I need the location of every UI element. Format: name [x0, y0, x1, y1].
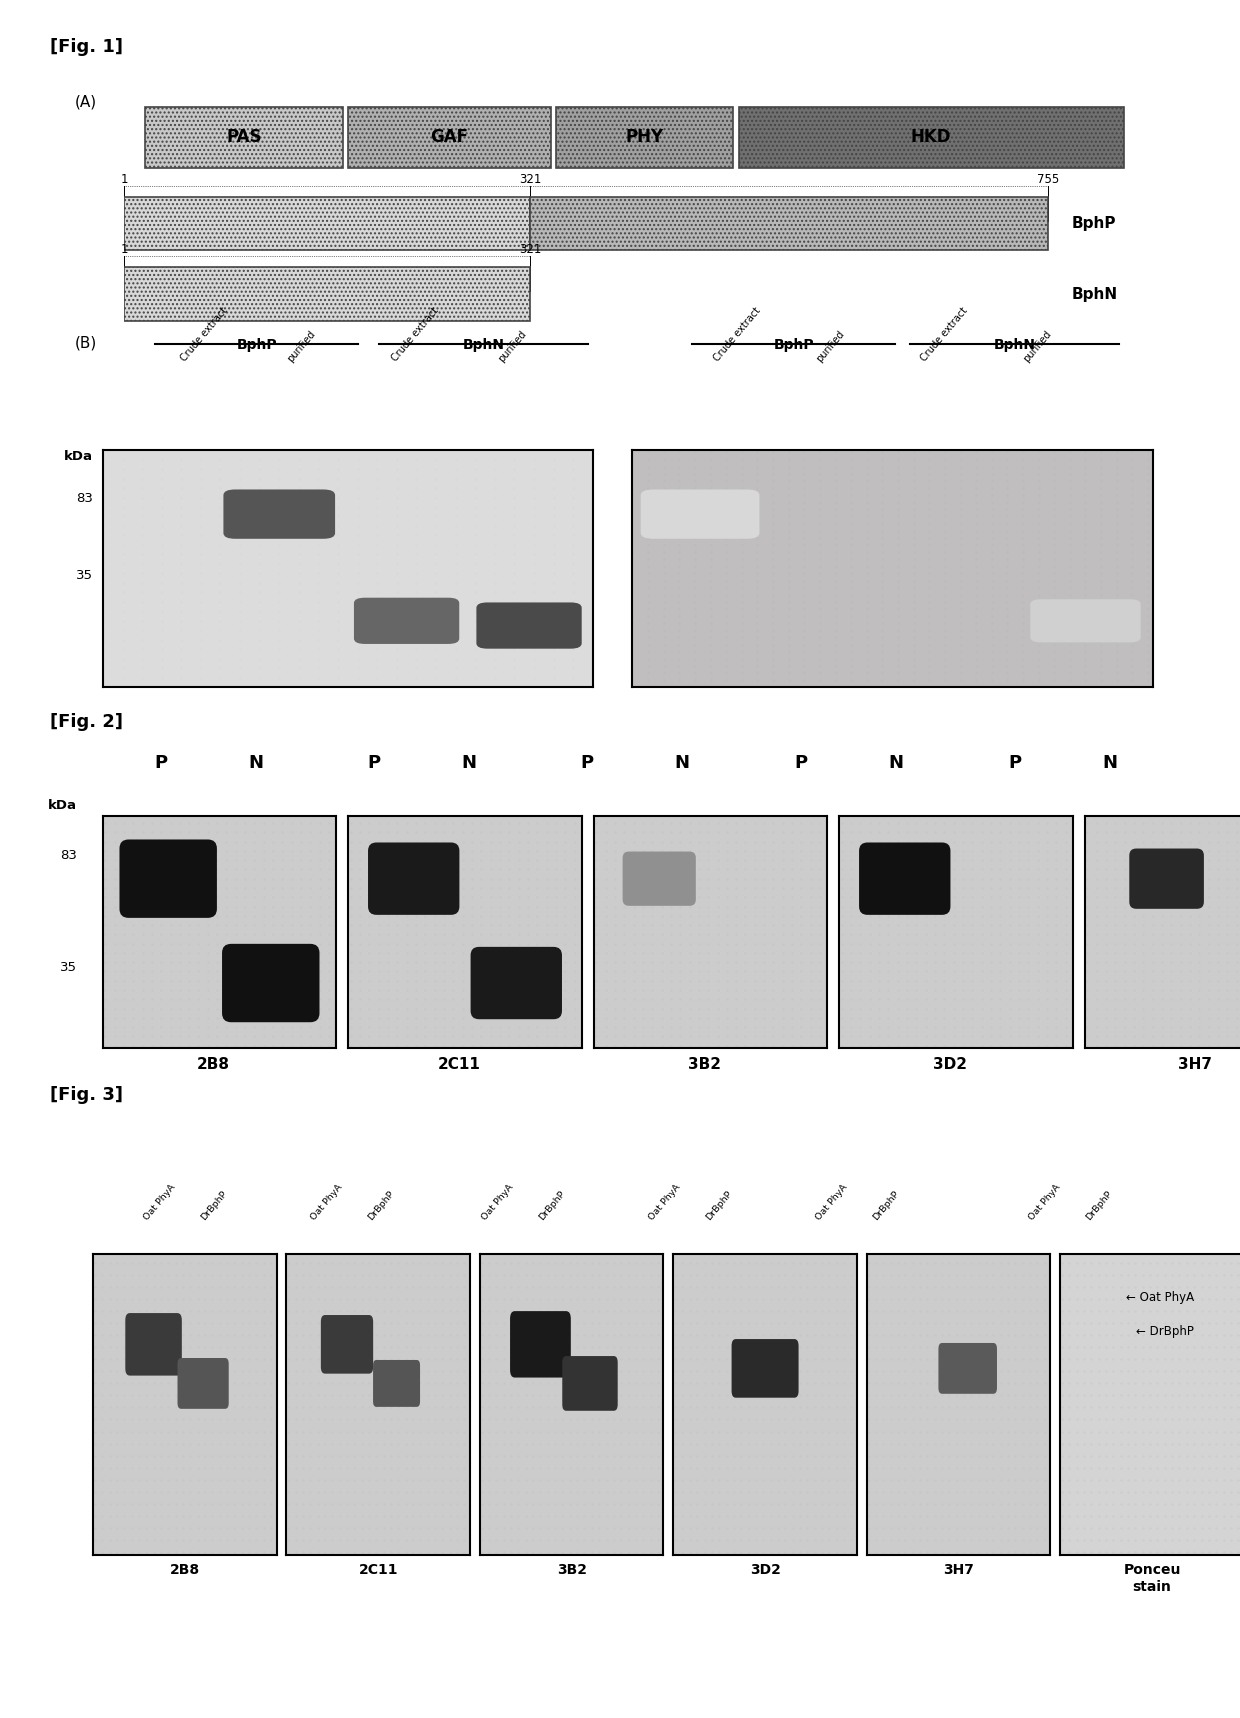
Text: 83: 83	[60, 849, 77, 862]
Text: 3B2: 3B2	[688, 1057, 720, 1072]
Text: Oat PhyA: Oat PhyA	[480, 1182, 515, 1221]
Text: BphP: BphP	[774, 338, 815, 352]
Text: P: P	[367, 754, 381, 771]
Text: 1: 1	[120, 242, 128, 256]
Text: Oat PhyA: Oat PhyA	[1027, 1182, 1061, 1221]
FancyBboxPatch shape	[1030, 600, 1141, 643]
Text: BphN: BphN	[993, 338, 1035, 352]
Text: [Fig. 2]: [Fig. 2]	[50, 713, 123, 730]
Text: 3H7: 3H7	[1178, 1057, 1213, 1072]
Text: N: N	[675, 754, 689, 771]
Text: 2B8: 2B8	[170, 1563, 200, 1577]
Text: (A): (A)	[74, 94, 97, 110]
Text: purified: purified	[815, 328, 847, 364]
Text: N: N	[461, 754, 476, 771]
Text: DrBphP: DrBphP	[872, 1189, 901, 1221]
FancyBboxPatch shape	[119, 840, 217, 917]
Text: N: N	[1102, 754, 1117, 771]
Text: N: N	[888, 754, 903, 771]
Text: Oat PhyA: Oat PhyA	[310, 1182, 345, 1221]
Text: P: P	[155, 754, 167, 771]
Text: HKD: HKD	[911, 129, 951, 146]
Text: [Fig. 1]: [Fig. 1]	[50, 38, 123, 55]
Text: 35: 35	[60, 960, 77, 974]
Text: N: N	[248, 754, 264, 771]
Text: Crude extract: Crude extract	[180, 306, 229, 364]
Text: Oat PhyA: Oat PhyA	[143, 1182, 177, 1221]
Text: kDa: kDa	[64, 450, 93, 464]
FancyBboxPatch shape	[510, 1311, 570, 1378]
Text: 3H7: 3H7	[944, 1563, 973, 1577]
Text: (B): (B)	[74, 335, 97, 350]
Text: PAS: PAS	[226, 129, 262, 146]
Text: BphP: BphP	[237, 338, 278, 352]
Text: GAF: GAF	[430, 129, 469, 146]
Text: 83: 83	[76, 491, 93, 505]
Text: 1: 1	[120, 172, 128, 186]
Text: purified: purified	[1022, 328, 1054, 364]
FancyBboxPatch shape	[739, 107, 1123, 168]
FancyBboxPatch shape	[562, 1356, 618, 1410]
Text: Crude extract: Crude extract	[712, 306, 763, 364]
FancyBboxPatch shape	[124, 268, 531, 321]
FancyBboxPatch shape	[939, 1343, 997, 1393]
FancyBboxPatch shape	[368, 842, 459, 916]
Text: BphP: BphP	[1071, 216, 1116, 232]
Text: Ponceu
stain: Ponceu stain	[1123, 1563, 1180, 1594]
Text: kDa: kDa	[48, 799, 77, 813]
Text: PHY: PHY	[626, 129, 663, 146]
Text: 2B8: 2B8	[197, 1057, 229, 1072]
FancyBboxPatch shape	[557, 107, 733, 168]
Text: DrBphP: DrBphP	[1084, 1189, 1114, 1221]
FancyBboxPatch shape	[1130, 849, 1204, 909]
Text: BphN: BphN	[1071, 287, 1118, 302]
Text: 3D2: 3D2	[932, 1057, 967, 1072]
FancyBboxPatch shape	[476, 603, 582, 649]
Text: P: P	[795, 754, 807, 771]
FancyBboxPatch shape	[531, 198, 1048, 251]
FancyBboxPatch shape	[222, 943, 320, 1022]
Text: P: P	[1008, 754, 1021, 771]
Text: 3B2: 3B2	[557, 1563, 587, 1577]
FancyBboxPatch shape	[124, 198, 531, 251]
FancyBboxPatch shape	[348, 107, 551, 168]
Text: DrBphP: DrBphP	[704, 1189, 734, 1221]
FancyBboxPatch shape	[177, 1357, 228, 1409]
Text: Oat PhyA: Oat PhyA	[647, 1182, 682, 1221]
Text: ← DrBphP: ← DrBphP	[1136, 1325, 1194, 1338]
FancyBboxPatch shape	[641, 490, 759, 539]
Text: ← Oat PhyA: ← Oat PhyA	[1126, 1290, 1194, 1304]
Text: DrBphP: DrBphP	[200, 1189, 229, 1221]
Text: BphN: BphN	[463, 338, 505, 352]
Text: purified: purified	[497, 328, 528, 364]
Text: 321: 321	[520, 242, 542, 256]
FancyBboxPatch shape	[353, 598, 459, 644]
Text: 3D2: 3D2	[750, 1563, 780, 1577]
FancyBboxPatch shape	[471, 947, 562, 1019]
Text: 321: 321	[520, 172, 542, 186]
FancyBboxPatch shape	[125, 1313, 182, 1376]
Text: DrBphP: DrBphP	[537, 1189, 567, 1221]
Text: Crude extract: Crude extract	[389, 306, 440, 364]
Text: 35: 35	[76, 569, 93, 582]
Text: 755: 755	[1037, 172, 1059, 186]
Text: [Fig. 3]: [Fig. 3]	[50, 1086, 123, 1103]
Text: purified: purified	[285, 328, 317, 364]
Text: Oat PhyA: Oat PhyA	[815, 1182, 849, 1221]
Text: Crude extract: Crude extract	[919, 306, 970, 364]
FancyBboxPatch shape	[622, 852, 696, 905]
FancyBboxPatch shape	[373, 1361, 420, 1407]
FancyBboxPatch shape	[223, 490, 335, 539]
FancyBboxPatch shape	[732, 1338, 799, 1398]
FancyBboxPatch shape	[859, 842, 950, 916]
Text: 2C11: 2C11	[438, 1057, 480, 1072]
Text: DrBphP: DrBphP	[367, 1189, 397, 1221]
FancyBboxPatch shape	[145, 107, 342, 168]
Text: 2C11: 2C11	[358, 1563, 398, 1577]
Text: P: P	[580, 754, 594, 771]
FancyBboxPatch shape	[321, 1314, 373, 1374]
